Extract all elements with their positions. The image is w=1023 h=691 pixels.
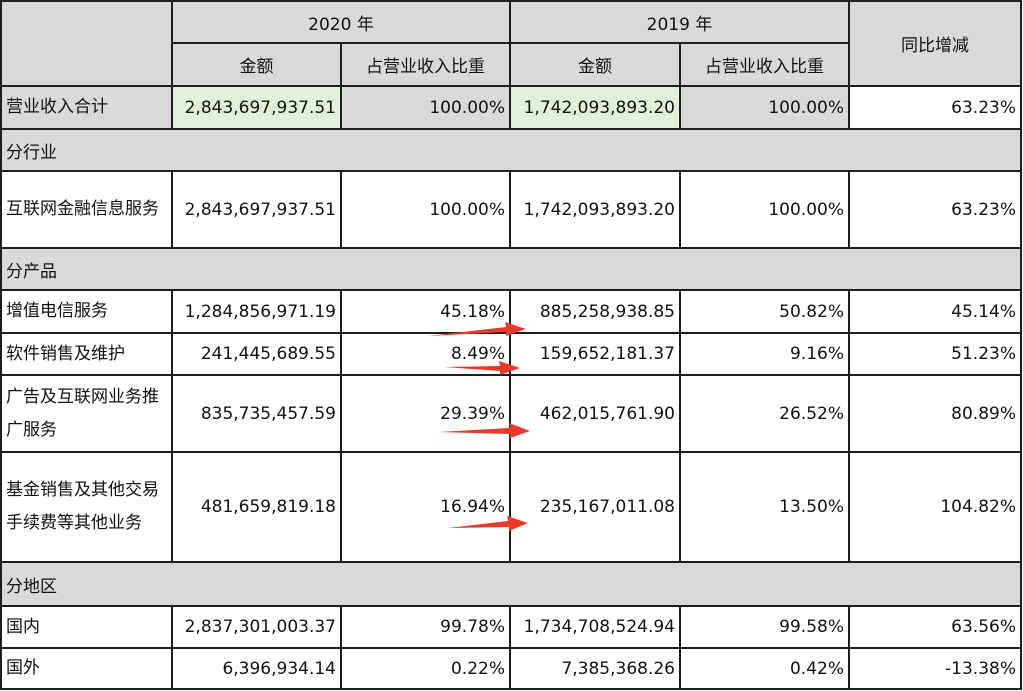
amount-2019: 235,167,011.08	[509, 451, 681, 563]
amount-2019: 462,015,761.90	[509, 374, 681, 453]
share-2020: 8.49%	[340, 332, 511, 376]
yoy-change: 63.23%	[848, 85, 1022, 130]
share-2020: 100.00%	[340, 85, 511, 130]
share-2020: 16.94%	[340, 451, 511, 563]
amount-2020: 2,837,301,003.37	[171, 605, 342, 649]
amount-2019: 1,734,708,524.94	[509, 605, 681, 649]
yoy-change: 63.23%	[848, 170, 1022, 249]
header-share-2019: 占营业收入比重	[679, 42, 850, 87]
row-label: 国内	[0, 605, 173, 649]
header-share-2020: 占营业收入比重	[340, 42, 511, 87]
share-2020: 100.00%	[340, 170, 511, 249]
share-2019: 100.00%	[679, 170, 850, 249]
amount-2019: 1,742,093,893.20	[509, 170, 681, 249]
amount-2020: 2,843,697,937.51	[171, 170, 342, 249]
amount-2019: 885,258,938.85	[509, 289, 681, 334]
amount-2019: 7,385,368.26	[509, 647, 681, 690]
share-2020: 29.39%	[340, 374, 511, 453]
section-industry: 分行业	[0, 128, 1022, 172]
yoy-change: 45.14%	[848, 289, 1022, 334]
header-amount-2019: 金额	[509, 42, 681, 87]
row-label: 广告及互联网业务推广服务	[0, 374, 173, 453]
amount-2020: 241,445,689.55	[171, 332, 342, 376]
corner-cell	[0, 0, 173, 87]
total-row: 营业收入合计 2,843,697,937.51 100.00% 1,742,09…	[0, 85, 1022, 130]
amount-2020: 1,284,856,971.19	[171, 289, 342, 334]
share-2020: 99.78%	[340, 605, 511, 649]
header-2019: 2019 年	[509, 0, 850, 44]
share-2019: 100.00%	[679, 85, 850, 130]
yoy-change: -13.38%	[848, 647, 1022, 690]
table-row: 基金销售及其他交易手续费等其他业务 481,659,819.18 16.94% …	[0, 451, 1022, 563]
table-row: 软件销售及维护 241,445,689.55 8.49% 159,652,181…	[0, 332, 1022, 376]
table-row: 国外 6,396,934.14 0.22% 7,385,368.26 0.42%…	[0, 647, 1022, 690]
yoy-change: 51.23%	[848, 332, 1022, 376]
table-row: 广告及互联网业务推广服务 835,735,457.59 29.39% 462,0…	[0, 374, 1022, 453]
yoy-change: 63.56%	[848, 605, 1022, 649]
share-2020: 45.18%	[340, 289, 511, 334]
amount-2020: 835,735,457.59	[171, 374, 342, 453]
share-2019: 50.82%	[679, 289, 850, 334]
table-row: 国内 2,837,301,003.37 99.78% 1,734,708,524…	[0, 605, 1022, 649]
share-2020: 0.22%	[340, 647, 511, 690]
share-2019: 0.42%	[679, 647, 850, 690]
table-row: 增值电信服务 1,284,856,971.19 45.18% 885,258,9…	[0, 289, 1022, 334]
table-row: 互联网金融信息服务 2,843,697,937.51 100.00% 1,742…	[0, 170, 1022, 249]
row-label: 基金销售及其他交易手续费等其他业务	[0, 451, 173, 563]
share-2019: 13.50%	[679, 451, 850, 563]
header-amount-2020: 金额	[171, 42, 342, 87]
row-label: 营业收入合计	[0, 85, 173, 130]
amount-2020: 6,396,934.14	[171, 647, 342, 690]
share-2019: 26.52%	[679, 374, 850, 453]
row-label: 国外	[0, 647, 173, 690]
share-2019: 99.58%	[679, 605, 850, 649]
yoy-change: 104.82%	[848, 451, 1022, 563]
share-2019: 9.16%	[679, 332, 850, 376]
row-label: 互联网金融信息服务	[0, 170, 173, 249]
amount-2020: 2,843,697,937.51	[171, 85, 342, 130]
row-label: 增值电信服务	[0, 289, 173, 334]
section-product: 分产品	[0, 247, 1022, 291]
header-2020: 2020 年	[171, 0, 511, 44]
yoy-change: 80.89%	[848, 374, 1022, 453]
row-label: 软件销售及维护	[0, 332, 173, 376]
amount-2020: 481,659,819.18	[171, 451, 342, 563]
section-region: 分地区	[0, 561, 1022, 607]
header-yoy: 同比增减	[848, 0, 1022, 87]
amount-2019: 1,742,093,893.20	[509, 85, 681, 130]
amount-2019: 159,652,181.37	[509, 332, 681, 376]
